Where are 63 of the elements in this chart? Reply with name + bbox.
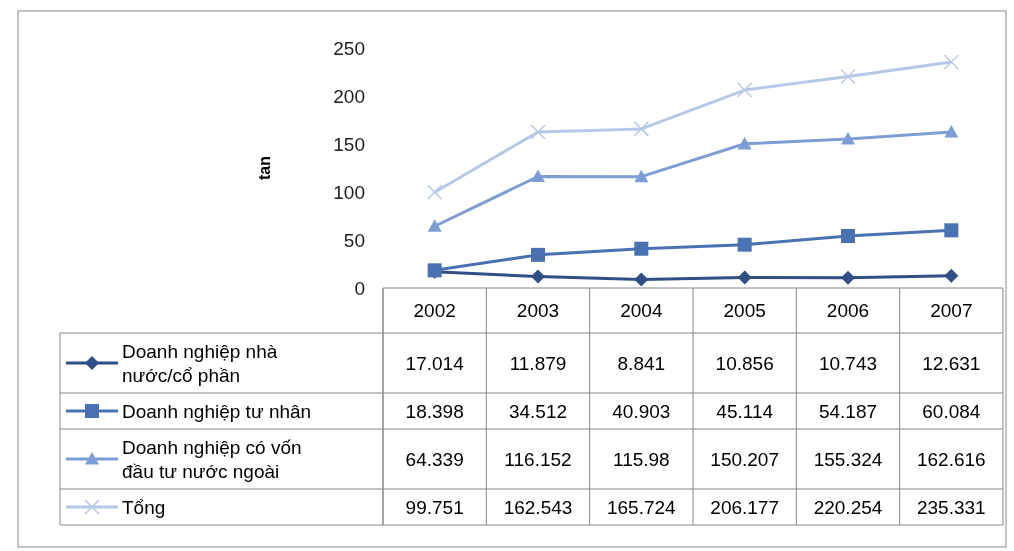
data-label: 54.187 — [818, 400, 878, 422]
point — [736, 82, 753, 98]
x-tick-label: 2004 — [620, 300, 663, 322]
point — [943, 54, 960, 70]
data-label: 10.743 — [818, 352, 878, 374]
point — [530, 124, 546, 140]
point — [427, 219, 442, 232]
data-label: 162.543 — [503, 496, 573, 518]
point — [531, 269, 545, 284]
data-label: 11.879 — [509, 352, 567, 374]
data-label: 155.324 — [813, 448, 883, 470]
point — [841, 131, 855, 145]
data-label: 45.114 — [716, 400, 774, 422]
point — [840, 68, 856, 85]
data-label: 235.331 — [916, 496, 986, 518]
data-label: 150.207 — [710, 448, 780, 470]
point — [737, 136, 752, 150]
data-label: 115.98 — [612, 448, 670, 470]
data-label: 162.616 — [916, 448, 986, 470]
y-tick-label: 100 — [333, 181, 365, 203]
y-axis-title: tan — [256, 156, 273, 180]
data-label: 220.254 — [813, 496, 883, 518]
legend-label: Doanh nghiệp có vốn đầu tư nước ngoài — [122, 436, 302, 482]
x-tick-label: 2002 — [413, 300, 456, 322]
y-tick-label: 150 — [333, 133, 365, 155]
point — [634, 241, 649, 256]
y-tick-label: 0 — [354, 277, 365, 299]
point — [944, 268, 959, 283]
x-tick-label: 2007 — [930, 300, 973, 322]
data-label: 165.724 — [606, 496, 677, 518]
point — [737, 237, 752, 252]
y-tick-label: 50 — [343, 229, 365, 251]
data-label: 40.903 — [612, 400, 671, 422]
data-label: 116.152 — [504, 448, 572, 470]
data-label: 17.014 — [405, 352, 465, 374]
x-tick-label: 2005 — [723, 300, 766, 322]
y-tick-label: 250 — [333, 37, 365, 59]
point — [841, 270, 855, 285]
data-label: 10.856 — [715, 352, 774, 374]
point — [426, 184, 443, 200]
data-label: 12.631 — [922, 352, 981, 374]
legend-label: Doanh nghiệp nhà nước/cổ phần — [122, 340, 278, 386]
point — [944, 124, 959, 138]
point — [633, 121, 650, 137]
point — [531, 247, 545, 262]
data-label: 64.339 — [405, 448, 464, 470]
data-label: 99.751 — [405, 496, 464, 518]
data-label: 34.512 — [508, 400, 568, 422]
data-label: 60.084 — [922, 400, 981, 422]
point — [944, 223, 959, 238]
point — [634, 169, 649, 183]
data-label: 8.841 — [617, 352, 666, 374]
x-tick-label: 2006 — [826, 300, 870, 322]
x-tick-label: 2003 — [516, 300, 560, 322]
point — [531, 169, 545, 183]
data-label: 206.177 — [710, 496, 780, 518]
point — [841, 228, 855, 243]
legend-label: Doanh nghiệp tư nhân — [122, 400, 312, 422]
point — [737, 270, 752, 285]
point — [634, 272, 649, 287]
data-label: 18.398 — [405, 400, 464, 422]
y-tick-label: 200 — [333, 85, 365, 107]
legend-label: Tổng — [122, 496, 166, 518]
